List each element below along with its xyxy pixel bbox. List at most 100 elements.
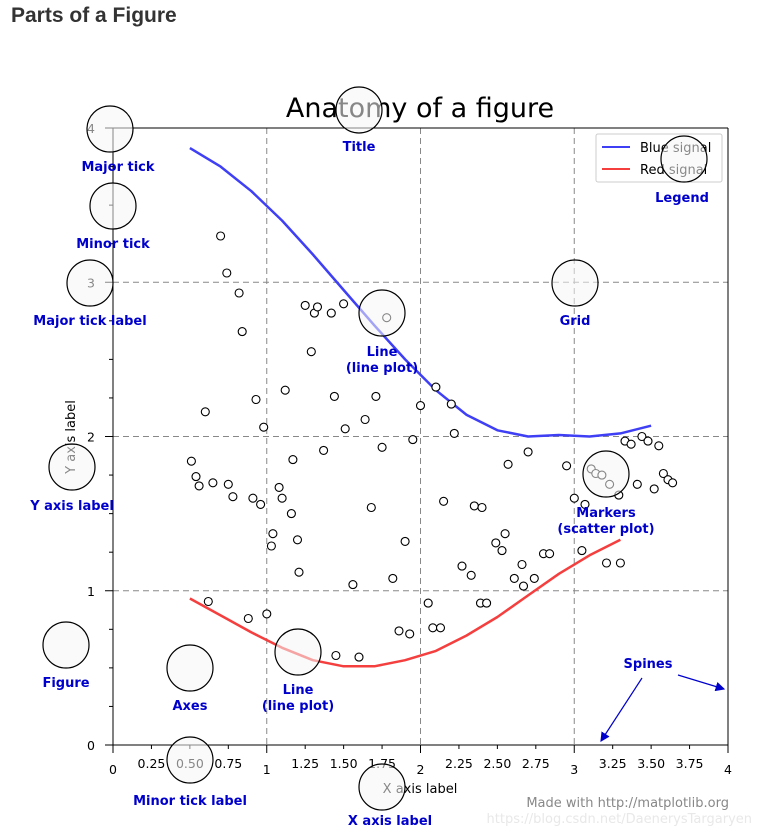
spine-arrow-bottom — [600, 677, 643, 743]
scatter-point — [243, 613, 253, 624]
y-major-tick-label: 0 — [87, 738, 95, 753]
x-minor-tick-label: 1.25 — [291, 756, 319, 771]
scatter-point — [649, 484, 659, 494]
scatter-point — [300, 300, 310, 310]
scatter-point — [423, 598, 433, 608]
annotation-label-grid: Grid — [560, 314, 591, 329]
annotation-label-y-axis-label: Y axis label — [29, 499, 114, 514]
scatter-point — [517, 559, 527, 570]
series-lines — [189, 147, 652, 668]
annotation-marker-minor-tick — [89, 182, 137, 230]
scatter-point — [497, 546, 507, 556]
scatter-point — [449, 428, 459, 438]
x-minor-tick-label: 3.25 — [599, 756, 627, 771]
annotation-label-legend: Legend — [655, 191, 709, 206]
scatter-point — [482, 598, 492, 608]
x-minor-tick-label: 2.50 — [483, 756, 511, 771]
scatter-point — [643, 436, 653, 446]
scatter-point — [469, 501, 479, 511]
scatter-point — [277, 493, 287, 503]
scatter-point — [203, 596, 213, 607]
chart-title: Anatomy of a figure — [286, 93, 554, 124]
scatter-point — [331, 650, 341, 661]
scatter-point — [405, 629, 415, 639]
scatter-point — [500, 529, 510, 539]
scatter-point — [577, 546, 587, 556]
page-heading: Parts of a Figure — [11, 4, 177, 27]
scatter-point — [288, 455, 298, 465]
scatter-point — [615, 558, 625, 568]
scatter-point — [191, 472, 201, 482]
scatter-point — [388, 573, 398, 583]
scatter-point — [326, 308, 336, 318]
annotation-marker-line-red — [274, 628, 322, 676]
scatter-point — [222, 268, 232, 278]
y-major-tick-label: 2 — [87, 430, 95, 445]
scatter-point — [194, 481, 204, 491]
series-line — [189, 538, 621, 668]
scatter-point — [208, 478, 218, 488]
scatter-point — [637, 431, 647, 442]
scatter-point — [439, 496, 449, 506]
series-line — [189, 147, 652, 438]
credit-text: Made with http://matplotlib.org — [526, 796, 729, 811]
scatter-point — [312, 302, 323, 312]
annotation-marker-major-tick-label — [66, 259, 114, 307]
annotation-marker-x-axis-label — [358, 763, 406, 811]
scatter-point — [562, 461, 572, 471]
scatter-point — [262, 609, 272, 619]
scatter-point — [259, 422, 269, 432]
x-minor-tick-label: 3.75 — [676, 756, 704, 771]
scatter-point — [228, 492, 238, 502]
scatter-point — [523, 447, 533, 457]
scatter-point — [435, 623, 446, 633]
scatter-point — [601, 558, 612, 568]
scatter-point — [216, 231, 226, 241]
scatter-point — [477, 502, 487, 513]
x-minor-tick-label: 0.25 — [138, 756, 166, 771]
x-minor-tick-label: 0.75 — [214, 756, 242, 771]
spine-arrow-right — [677, 674, 726, 692]
scatter-point — [446, 399, 456, 409]
scatter-point — [319, 445, 329, 455]
annotation-label-minor-tick-label: Minor tick label — [133, 794, 247, 809]
scatter-point — [428, 623, 438, 633]
scatter-point — [457, 561, 467, 571]
annotation-label-line-red: Line (line plot) — [262, 683, 334, 714]
x-major-tick-label: 0 — [109, 762, 117, 777]
annotation-marker-major-tick — [86, 105, 134, 153]
scatter-point — [280, 385, 290, 395]
scatter-point — [431, 382, 441, 392]
scatter-point — [329, 391, 339, 401]
scatter-point — [366, 502, 376, 513]
annotation-label-markers: Markers (scatter plot) — [557, 506, 654, 537]
scatter-point — [580, 499, 590, 509]
scatter-point — [377, 442, 387, 452]
scatter-point — [668, 478, 678, 488]
annotation-label-axes: Axes — [172, 699, 207, 714]
annotation-marker-figure — [42, 621, 90, 669]
x-minor-tick-label: 2.25 — [445, 756, 473, 771]
grid — [113, 128, 728, 745]
scatter-point — [569, 493, 579, 503]
annotation-label-spines: Spines — [624, 657, 673, 672]
scatter-point — [200, 407, 210, 417]
scatter-point — [632, 479, 642, 489]
scatter-point — [266, 541, 276, 551]
scatter-point — [400, 536, 410, 546]
annotation-marker-minor-tick-label — [166, 736, 214, 784]
scatter-point — [466, 570, 476, 580]
annotation-label-major-tick: Major tick — [81, 160, 154, 175]
scatter-point — [545, 549, 555, 559]
scatter-point — [529, 573, 539, 583]
scatter-point — [340, 424, 350, 434]
scatter-point — [251, 394, 261, 405]
scatter-point — [626, 439, 636, 449]
annotation-label-minor-tick: Minor tick — [76, 237, 150, 252]
annotation-marker-legend — [660, 135, 708, 183]
annotation-marker-title — [335, 86, 383, 134]
scatter-point — [256, 499, 266, 509]
x-minor-tick-label: 1.50 — [330, 756, 358, 771]
x-minor-tick-label: 3.50 — [637, 756, 665, 771]
scatter-point — [348, 580, 358, 590]
